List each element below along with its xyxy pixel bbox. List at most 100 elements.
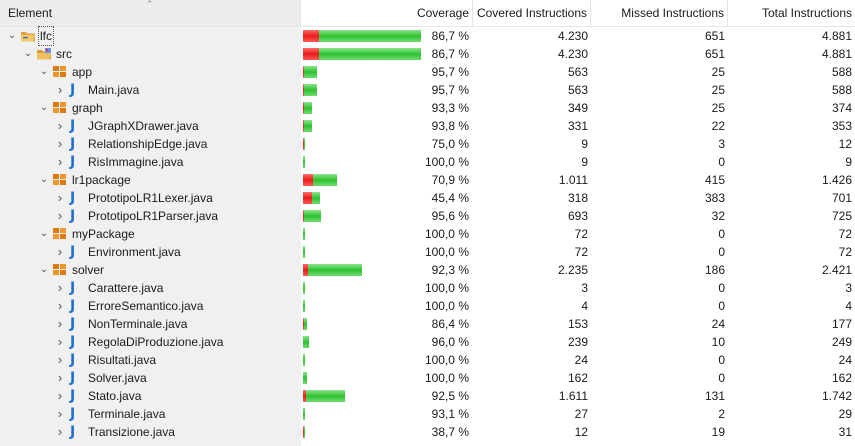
element-name[interactable]: Environment.java <box>88 245 181 259</box>
total-instructions-value: 725 <box>831 209 852 223</box>
expand-chevron-right-icon[interactable]: › <box>57 280 63 295</box>
java-file-icon: J <box>70 154 76 170</box>
tree-row[interactable]: ⌄ graph 93,3 % 349 25 374 <box>0 99 855 117</box>
tree-row[interactable]: › J Risultati.java 100,0 % 24 0 24 <box>0 351 855 369</box>
tree-row[interactable]: › J Terminale.java 93,1 % 27 2 29 <box>0 405 855 423</box>
missed-segment <box>303 102 304 114</box>
element-name[interactable]: myPackage <box>72 227 135 241</box>
tree-row[interactable]: › J JGraphXDrawer.java 93,8 % 331 22 353 <box>0 117 855 135</box>
element-name[interactable]: Terminale.java <box>88 407 166 421</box>
tree-row[interactable]: › J RelationshipEdge.java 75,0 % 9 3 12 <box>0 135 855 153</box>
tree-row[interactable]: ⌄ lr1package 70,9 % 1.011 415 1.426 <box>0 171 855 189</box>
element-name[interactable]: Carattere.java <box>88 281 164 295</box>
column-header-coverage[interactable]: Coverage <box>301 0 473 26</box>
expand-chevron-down-icon[interactable]: ⌄ <box>39 102 49 113</box>
total-instructions-value: 9 <box>845 155 852 169</box>
java-file-icon: J <box>70 388 76 404</box>
coverage-bar <box>303 354 305 366</box>
expand-chevron-right-icon[interactable]: › <box>57 136 63 151</box>
coverage-bar <box>303 426 305 438</box>
missed-instructions-value: 383 <box>704 191 725 205</box>
tree-row[interactable]: › J NonTerminale.java 86,4 % 153 24 177 <box>0 315 855 333</box>
expand-chevron-right-icon[interactable]: › <box>57 244 63 259</box>
covered-segment <box>304 138 305 150</box>
missed-segment <box>303 174 313 186</box>
tree-row[interactable]: ⌄ lfc 86,7 % 4.230 651 4.881 <box>0 26 855 46</box>
tree-row[interactable]: › J Environment.java 100,0 % 72 0 72 <box>0 243 855 261</box>
element-name[interactable]: RegolaDiProduzione.java <box>88 335 224 349</box>
element-name[interactable]: Stato.java <box>88 389 142 403</box>
expand-chevron-right-icon[interactable]: › <box>57 388 63 403</box>
expand-chevron-down-icon[interactable]: ⌄ <box>39 174 49 185</box>
tree-row[interactable]: ⌄ myPackage 100,0 % 72 0 72 <box>0 225 855 243</box>
tree-row[interactable]: › J Stato.java 92,5 % 1.611 131 1.742 <box>0 387 855 405</box>
tree-row[interactable]: › J RegolaDiProduzione.java 96,0 % 239 10 249 <box>0 333 855 351</box>
missed-instructions-value: 10 <box>711 335 725 349</box>
tree-row[interactable]: ⌄ src 86,7 % 4.230 651 4.881 <box>0 45 855 63</box>
element-name[interactable]: JGraphXDrawer.java <box>88 119 199 133</box>
tree-row[interactable]: › J PrototipoLR1Lexer.java 45,4 % 318 383 701 <box>0 189 855 207</box>
coverage-value: 95,6 % <box>431 209 469 223</box>
element-name[interactable]: RelationshipEdge.java <box>88 137 208 151</box>
missed-segment <box>303 120 304 132</box>
expand-chevron-down-icon[interactable]: ⌄ <box>39 228 49 239</box>
element-name[interactable]: PrototipoLR1Lexer.java <box>88 191 213 205</box>
covered-segment <box>304 426 305 438</box>
tree-row[interactable]: › J ErroreSemantico.java 100,0 % 4 0 4 <box>0 297 855 315</box>
expand-chevron-right-icon[interactable]: › <box>57 298 63 313</box>
element-name[interactable]: Transizione.java <box>88 425 175 439</box>
tree-row[interactable]: › J Carattere.java 100,0 % 3 0 3 <box>0 279 855 297</box>
column-header-element[interactable]: Element ⌃ <box>0 0 301 26</box>
expand-chevron-down-icon[interactable]: ⌄ <box>23 48 33 59</box>
coverage-bar <box>303 102 312 114</box>
expand-chevron-right-icon[interactable]: › <box>57 424 63 439</box>
java-file-icon: J <box>70 352 76 368</box>
element-name[interactable]: solver <box>72 263 105 277</box>
column-header-total-instructions[interactable]: Total Instructions <box>761 6 852 20</box>
column-header-covered-instructions[interactable]: Covered Instructions <box>473 0 591 26</box>
expand-chevron-right-icon[interactable]: › <box>57 316 63 331</box>
expand-chevron-down-icon[interactable]: ⌄ <box>39 264 49 275</box>
element-name[interactable]: lr1package <box>72 173 131 187</box>
package-icon <box>52 227 68 241</box>
element-name[interactable]: Main.java <box>88 83 140 97</box>
element-name[interactable]: app <box>72 65 93 79</box>
element-name[interactable]: Solver.java <box>88 371 147 385</box>
element-name[interactable]: PrototipoLR1Parser.java <box>88 209 219 223</box>
element-name[interactable]: graph <box>72 101 103 115</box>
missed-segment <box>303 390 306 402</box>
element-name[interactable]: ErroreSemantico.java <box>88 299 204 313</box>
java-file-icon: J <box>70 334 76 350</box>
tree-row[interactable]: › J RisImmagine.java 100,0 % 9 0 9 <box>0 153 855 171</box>
tree-row[interactable]: › J Solver.java 100,0 % 162 0 162 <box>0 369 855 387</box>
tree-row[interactable]: › J Transizione.java 38,7 % 12 19 31 <box>0 423 855 441</box>
expand-chevron-right-icon[interactable]: › <box>57 118 63 133</box>
expand-chevron-right-icon[interactable]: › <box>57 154 63 169</box>
expand-chevron-right-icon[interactable]: › <box>57 334 63 349</box>
expand-chevron-right-icon[interactable]: › <box>57 82 63 97</box>
tree-row[interactable]: › J Main.java 95,7 % 563 25 588 <box>0 81 855 99</box>
coverage-value: 100,0 % <box>424 353 469 367</box>
expand-chevron-right-icon[interactable]: › <box>57 208 63 223</box>
expand-chevron-down-icon[interactable]: ⌄ <box>39 66 49 77</box>
expand-chevron-right-icon[interactable]: › <box>57 370 63 385</box>
element-name[interactable]: Risultati.java <box>88 353 157 367</box>
missed-segment <box>303 210 304 222</box>
tree-row[interactable]: › J PrototipoLR1Parser.java 95,6 % 693 32 725 <box>0 207 855 225</box>
expand-chevron-right-icon[interactable]: › <box>57 406 63 421</box>
tree-row[interactable]: ⌄ app 95,7 % 563 25 588 <box>0 63 855 81</box>
element-name[interactable]: src <box>56 47 72 61</box>
column-header-missed-instructions[interactable]: Missed Instructions <box>591 0 728 26</box>
total-instructions-value: 1.426 <box>821 173 852 187</box>
covered-segment <box>303 228 305 240</box>
element-name[interactable]: lfc <box>38 26 54 46</box>
element-name[interactable]: RisImmagine.java <box>88 155 184 169</box>
tree-row[interactable]: ⌄ solver 92,3 % 2.235 186 2.421 <box>0 261 855 279</box>
package-icon <box>52 173 68 187</box>
element-name[interactable]: NonTerminale.java <box>88 317 188 331</box>
coverage-bar <box>303 300 305 312</box>
expand-chevron-right-icon[interactable]: › <box>57 190 63 205</box>
expand-chevron-down-icon[interactable]: ⌄ <box>7 30 17 41</box>
covered-instructions-value: 693 <box>567 209 588 223</box>
expand-chevron-right-icon[interactable]: › <box>57 352 63 367</box>
